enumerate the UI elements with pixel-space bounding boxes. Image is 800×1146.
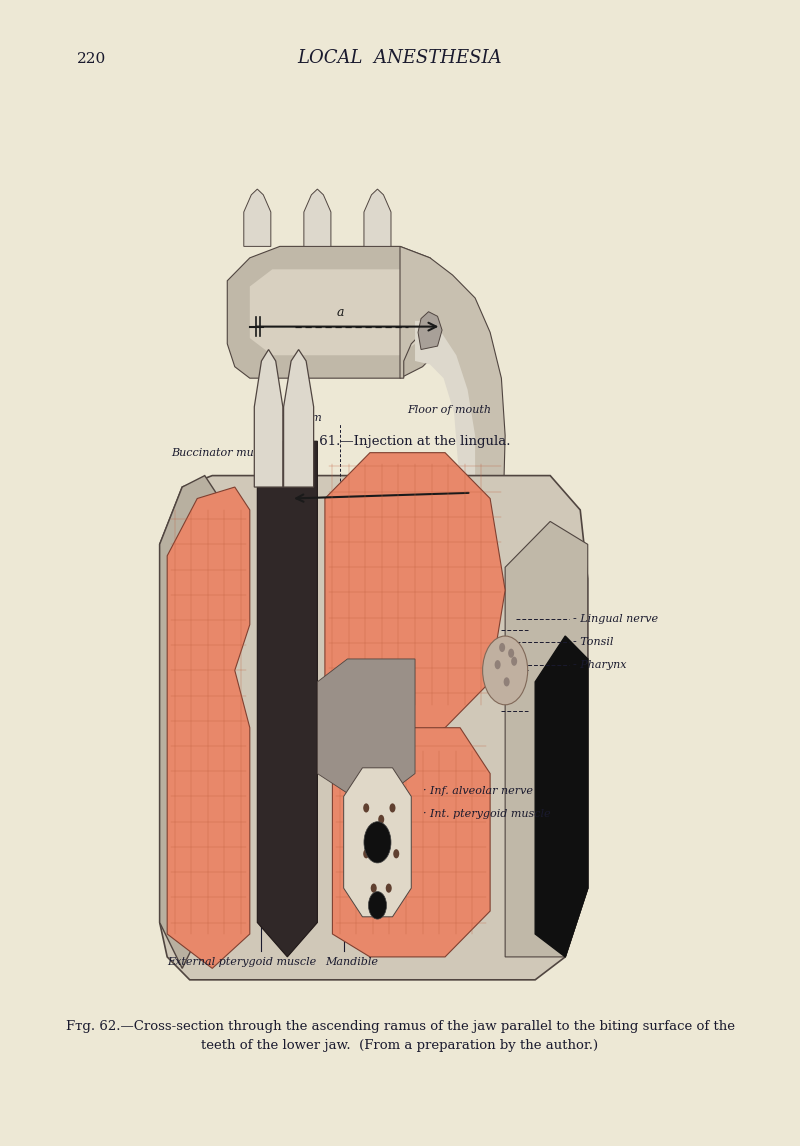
Polygon shape xyxy=(400,246,505,567)
Polygon shape xyxy=(167,487,250,968)
Text: - Pharynx: - Pharynx xyxy=(573,660,626,669)
Polygon shape xyxy=(250,269,422,355)
Text: a: a xyxy=(336,306,344,319)
Text: Vestibulum
    oris: Vestibulum oris xyxy=(260,413,322,435)
Polygon shape xyxy=(333,728,490,957)
Circle shape xyxy=(386,884,392,893)
Circle shape xyxy=(394,849,399,858)
Text: · Int. pterygoid muscle: · Int. pterygoid muscle xyxy=(422,809,550,818)
Polygon shape xyxy=(304,189,331,246)
Circle shape xyxy=(378,815,384,824)
Polygon shape xyxy=(283,350,314,487)
Text: · Inf. alveolar nerve: · Inf. alveolar nerve xyxy=(422,786,533,795)
Circle shape xyxy=(511,657,517,666)
Text: External pterygoid muscle: External pterygoid muscle xyxy=(168,957,317,967)
Text: 220: 220 xyxy=(77,52,106,65)
Polygon shape xyxy=(364,189,391,246)
Text: - Lingual nerve: - Lingual nerve xyxy=(573,614,658,623)
Polygon shape xyxy=(318,659,415,808)
Text: Fig. 61.—Injection at the lingula.: Fig. 61.—Injection at the lingula. xyxy=(290,435,510,448)
Polygon shape xyxy=(325,453,505,751)
Polygon shape xyxy=(244,189,271,246)
Text: Floor of mouth: Floor of mouth xyxy=(407,405,491,415)
Text: Buccinator muscle: Buccinator muscle xyxy=(171,448,276,458)
Text: teeth of the lower jaw.  (From a preparation by the author.): teeth of the lower jaw. (From a preparat… xyxy=(202,1039,598,1052)
Polygon shape xyxy=(160,476,588,980)
Polygon shape xyxy=(418,312,442,350)
Polygon shape xyxy=(422,550,466,610)
Polygon shape xyxy=(227,246,445,378)
Circle shape xyxy=(369,892,386,919)
Polygon shape xyxy=(535,636,588,957)
Polygon shape xyxy=(535,636,588,957)
Circle shape xyxy=(363,803,370,813)
Circle shape xyxy=(390,803,395,813)
Polygon shape xyxy=(258,441,318,957)
Circle shape xyxy=(494,660,501,669)
Text: - Tonsil: - Tonsil xyxy=(573,637,613,646)
Polygon shape xyxy=(454,562,486,653)
Circle shape xyxy=(363,849,370,858)
Circle shape xyxy=(482,636,528,705)
Text: Mandible: Mandible xyxy=(325,957,378,967)
Circle shape xyxy=(499,643,505,652)
Polygon shape xyxy=(415,321,475,527)
Text: Fᴛg. 62.—Cross-section through the ascending ramus of the jaw parallel to the bi: Fᴛg. 62.—Cross-section through the ascen… xyxy=(66,1020,734,1033)
Polygon shape xyxy=(160,476,220,968)
Polygon shape xyxy=(254,350,283,487)
Circle shape xyxy=(370,884,377,893)
Circle shape xyxy=(508,649,514,658)
Polygon shape xyxy=(505,521,588,957)
Circle shape xyxy=(364,822,391,863)
Text: LOCAL  ANESTHESIA: LOCAL ANESTHESIA xyxy=(298,49,502,68)
Circle shape xyxy=(504,677,510,686)
Polygon shape xyxy=(344,768,411,917)
